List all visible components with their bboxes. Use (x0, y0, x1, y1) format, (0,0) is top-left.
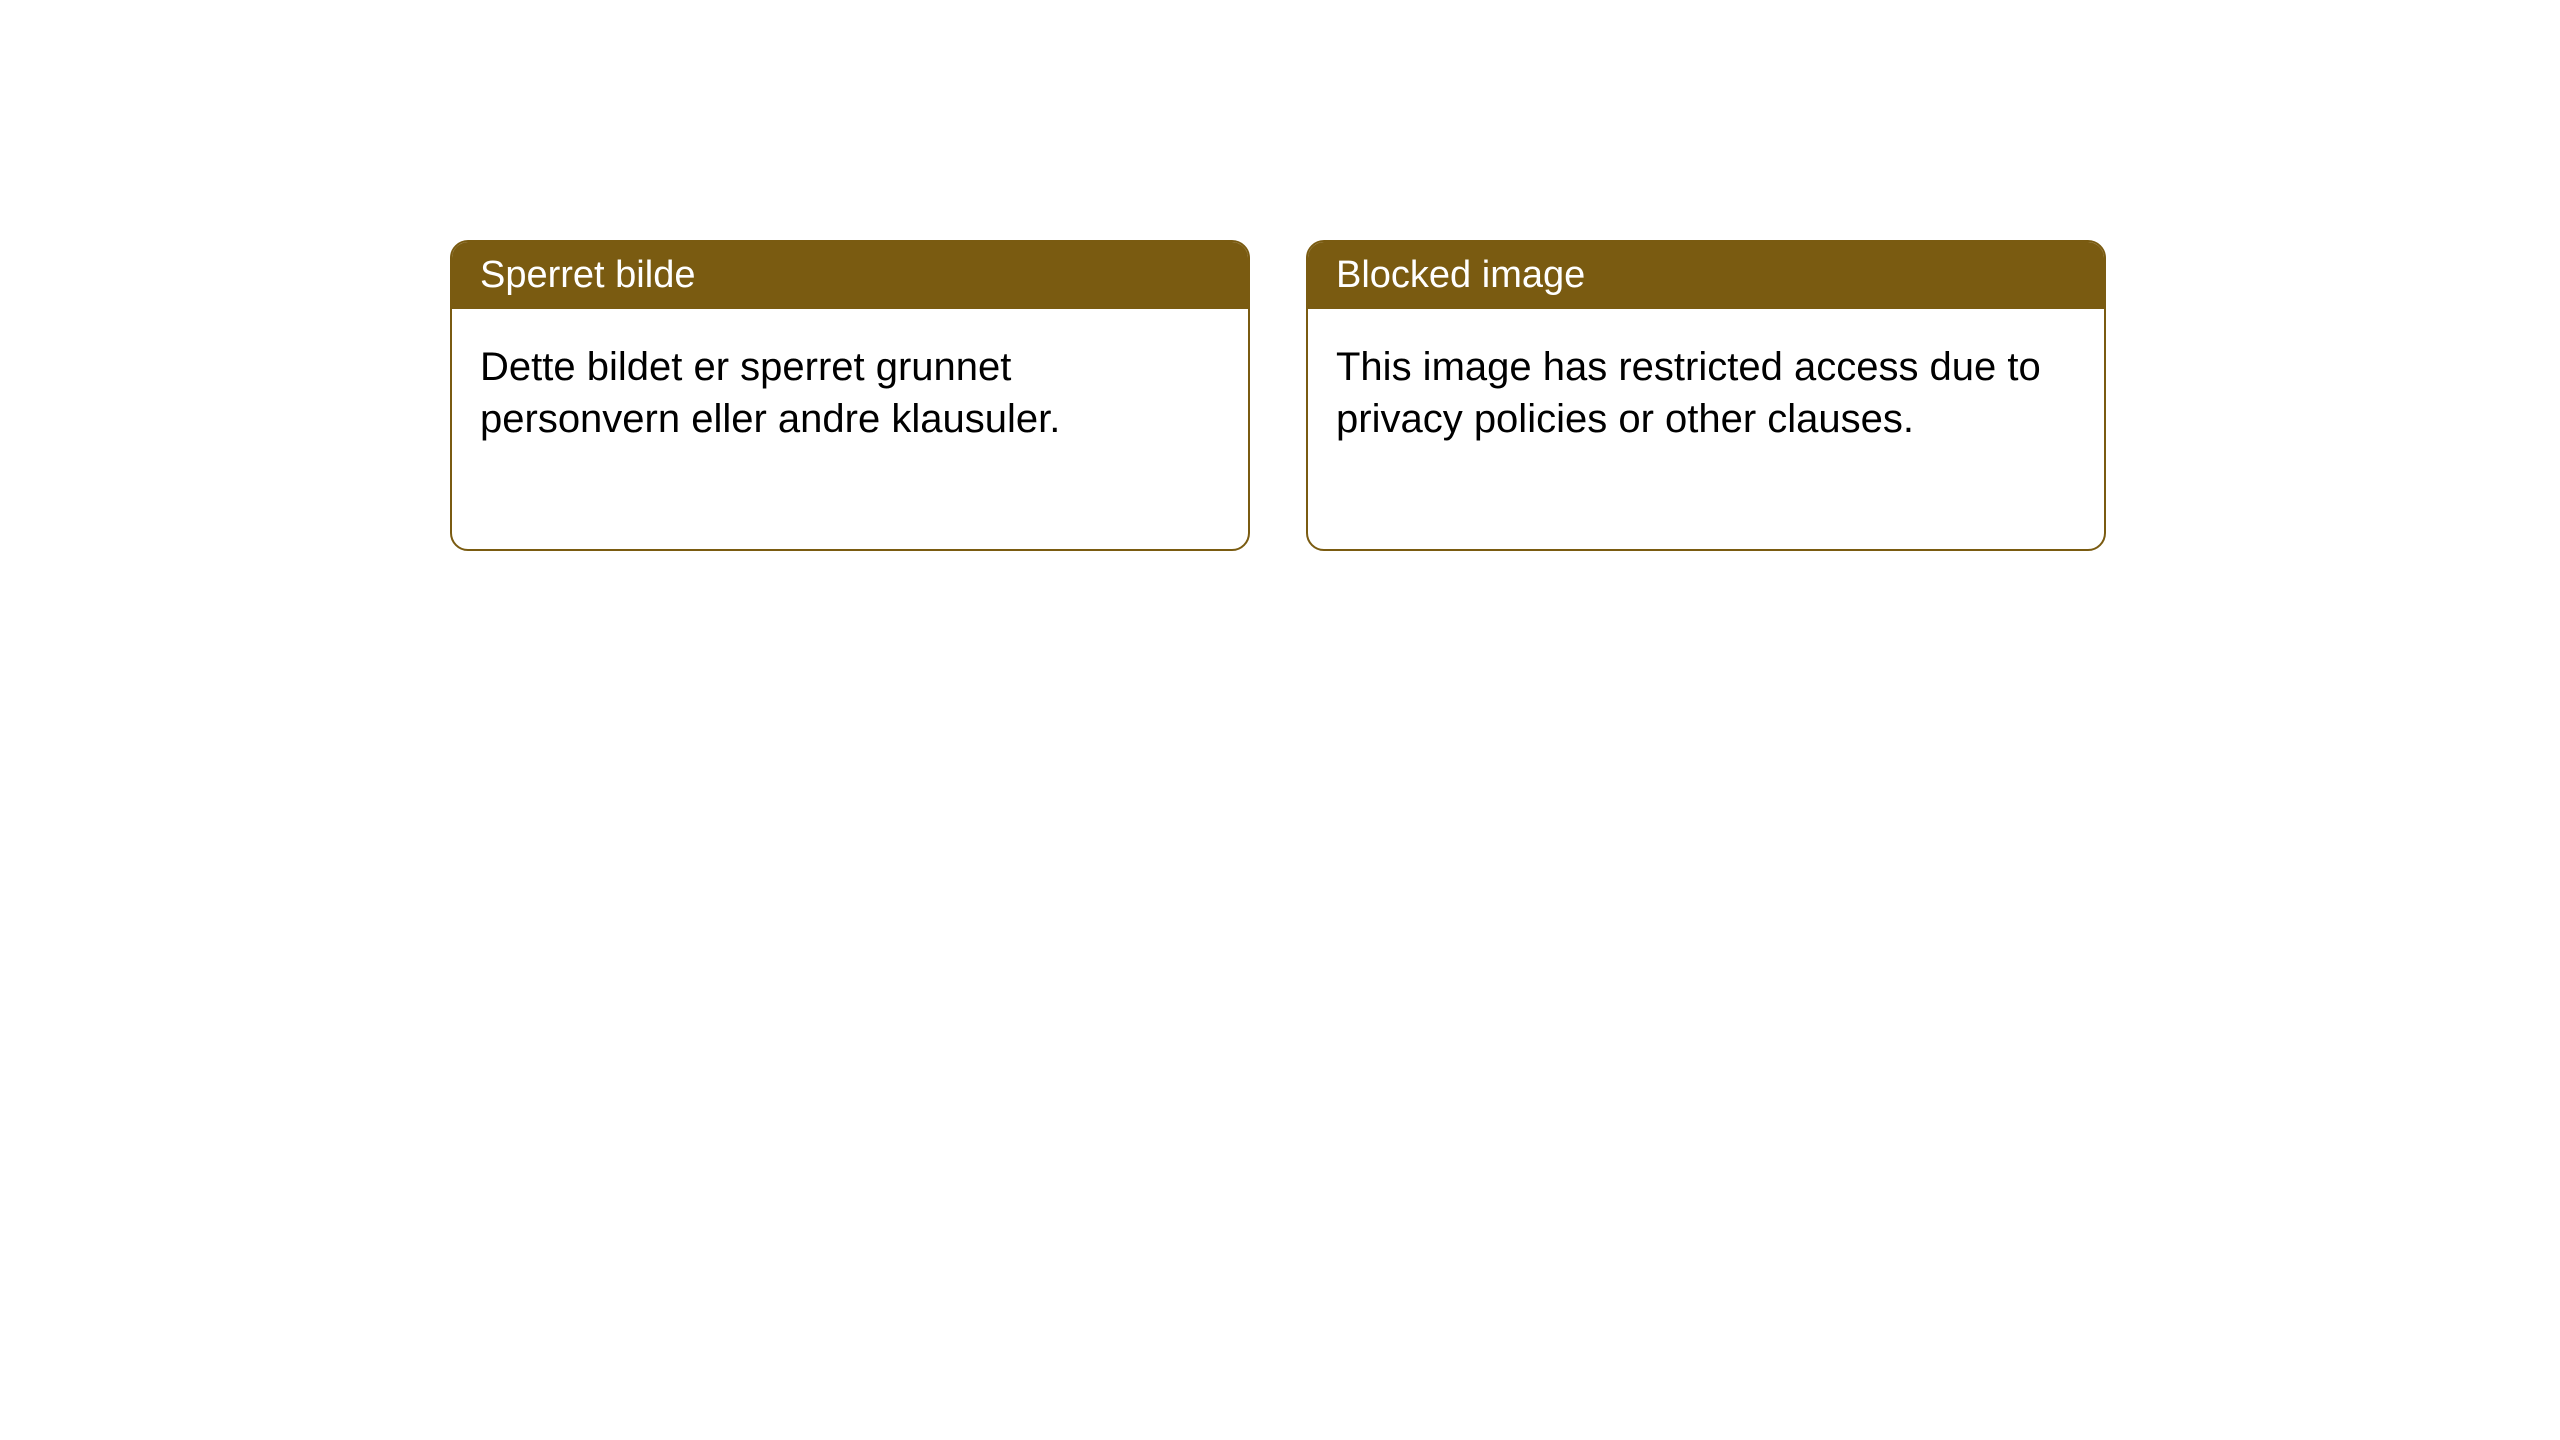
blocked-image-card-en: Blocked image This image has restricted … (1306, 240, 2106, 551)
card-message-en: This image has restricted access due to … (1336, 341, 2076, 445)
card-title-en: Blocked image (1336, 254, 1585, 296)
blocked-image-card-no: Sperret bilde Dette bildet er sperret gr… (450, 240, 1250, 551)
card-header-en: Blocked image (1308, 242, 2104, 309)
card-message-no: Dette bildet er sperret grunnet personve… (480, 341, 1220, 445)
card-header-no: Sperret bilde (452, 242, 1248, 309)
card-body-en: This image has restricted access due to … (1308, 309, 2104, 549)
card-title-no: Sperret bilde (480, 254, 695, 296)
card-body-no: Dette bildet er sperret grunnet personve… (452, 309, 1248, 549)
blocked-image-notice-container: Sperret bilde Dette bildet er sperret gr… (450, 240, 2106, 551)
